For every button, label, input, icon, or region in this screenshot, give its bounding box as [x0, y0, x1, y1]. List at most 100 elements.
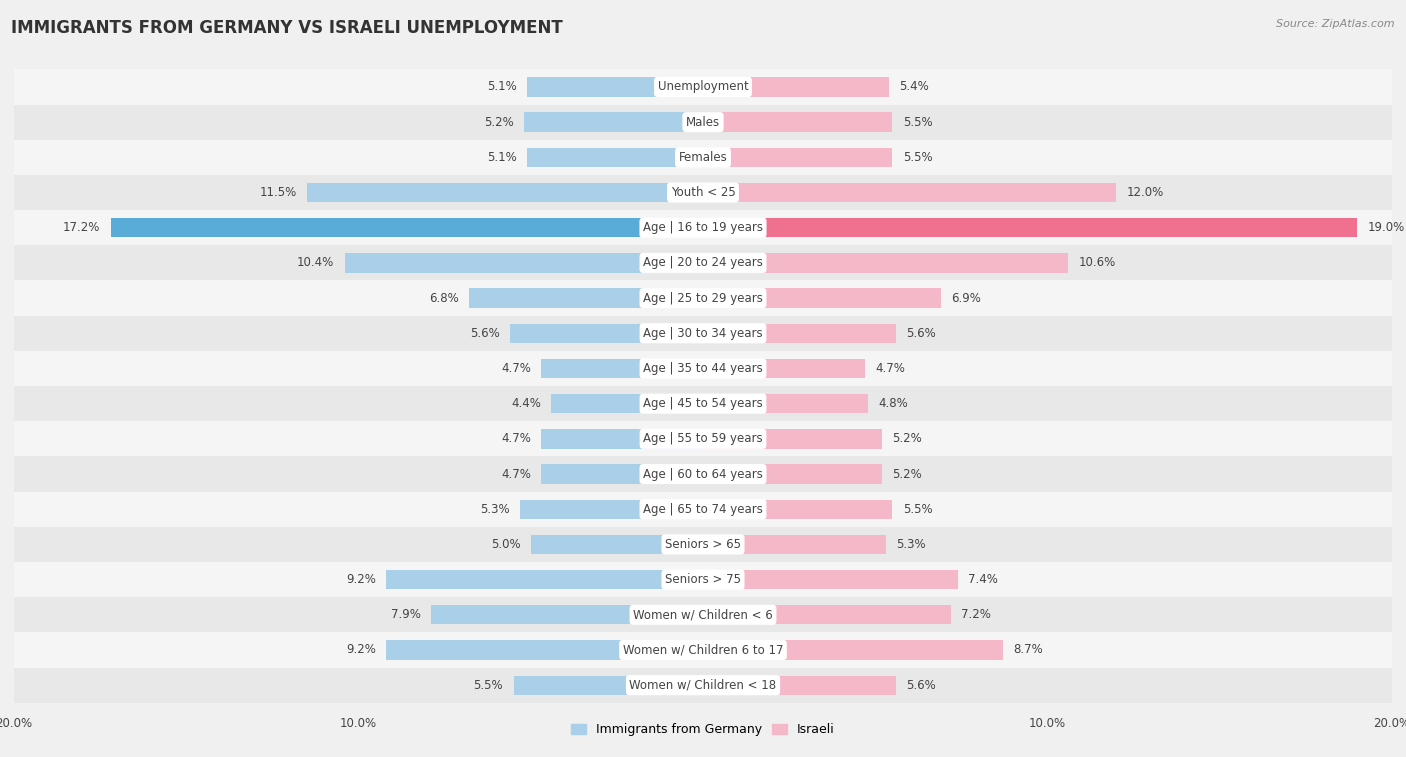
Bar: [703, 323, 896, 343]
Bar: [524, 113, 703, 132]
Bar: [14, 104, 1392, 140]
Bar: [307, 183, 703, 202]
Bar: [14, 421, 1392, 456]
Bar: [14, 386, 1392, 421]
Bar: [703, 464, 882, 484]
Text: Age | 20 to 24 years: Age | 20 to 24 years: [643, 257, 763, 269]
Text: 5.4%: 5.4%: [900, 80, 929, 93]
Text: 4.7%: 4.7%: [501, 432, 531, 445]
Text: Females: Females: [679, 151, 727, 164]
Bar: [14, 281, 1392, 316]
Bar: [14, 562, 1392, 597]
Text: 7.9%: 7.9%: [391, 609, 420, 621]
Bar: [14, 491, 1392, 527]
Bar: [703, 254, 1069, 273]
Text: 19.0%: 19.0%: [1368, 221, 1405, 234]
Text: 5.6%: 5.6%: [470, 327, 499, 340]
Text: 5.0%: 5.0%: [491, 538, 520, 551]
Text: 4.7%: 4.7%: [501, 468, 531, 481]
Text: 8.7%: 8.7%: [1012, 643, 1043, 656]
Bar: [703, 113, 893, 132]
Bar: [14, 316, 1392, 351]
Text: Age | 16 to 19 years: Age | 16 to 19 years: [643, 221, 763, 234]
Bar: [14, 351, 1392, 386]
Bar: [387, 640, 703, 659]
Text: Women w/ Children < 6: Women w/ Children < 6: [633, 609, 773, 621]
Bar: [703, 605, 950, 625]
Bar: [14, 140, 1392, 175]
Bar: [14, 175, 1392, 210]
Bar: [531, 534, 703, 554]
Bar: [527, 148, 703, 167]
Text: 4.7%: 4.7%: [875, 362, 905, 375]
Text: 17.2%: 17.2%: [63, 221, 100, 234]
Bar: [703, 394, 869, 413]
Text: 7.4%: 7.4%: [969, 573, 998, 586]
Text: Youth < 25: Youth < 25: [671, 186, 735, 199]
Bar: [703, 640, 1002, 659]
Text: 9.2%: 9.2%: [346, 643, 375, 656]
Text: 5.2%: 5.2%: [893, 468, 922, 481]
Text: Age | 65 to 74 years: Age | 65 to 74 years: [643, 503, 763, 516]
Bar: [510, 323, 703, 343]
Bar: [703, 534, 886, 554]
Text: 5.1%: 5.1%: [488, 80, 517, 93]
Bar: [468, 288, 703, 308]
Text: Source: ZipAtlas.com: Source: ZipAtlas.com: [1277, 19, 1395, 29]
Bar: [14, 245, 1392, 281]
Text: 5.6%: 5.6%: [907, 679, 936, 692]
Text: 12.0%: 12.0%: [1126, 186, 1164, 199]
Text: 6.9%: 6.9%: [950, 291, 981, 304]
Text: 5.3%: 5.3%: [896, 538, 925, 551]
Bar: [703, 675, 896, 695]
Bar: [541, 429, 703, 449]
Bar: [527, 77, 703, 97]
Text: Age | 60 to 64 years: Age | 60 to 64 years: [643, 468, 763, 481]
Text: 6.8%: 6.8%: [429, 291, 458, 304]
Text: IMMIGRANTS FROM GERMANY VS ISRAELI UNEMPLOYMENT: IMMIGRANTS FROM GERMANY VS ISRAELI UNEMP…: [11, 19, 562, 37]
Bar: [703, 359, 865, 378]
Bar: [14, 527, 1392, 562]
Text: 5.5%: 5.5%: [903, 116, 932, 129]
Bar: [541, 359, 703, 378]
Bar: [430, 605, 703, 625]
Bar: [14, 70, 1392, 104]
Text: 5.2%: 5.2%: [484, 116, 513, 129]
Bar: [14, 210, 1392, 245]
Bar: [703, 148, 893, 167]
Text: 4.8%: 4.8%: [879, 397, 908, 410]
Bar: [703, 218, 1358, 238]
Text: 5.6%: 5.6%: [907, 327, 936, 340]
Bar: [14, 668, 1392, 702]
Text: 5.1%: 5.1%: [488, 151, 517, 164]
Bar: [111, 218, 703, 238]
Bar: [541, 464, 703, 484]
Bar: [703, 500, 893, 519]
Bar: [703, 288, 941, 308]
Text: 4.7%: 4.7%: [501, 362, 531, 375]
Text: 7.2%: 7.2%: [962, 609, 991, 621]
Text: 11.5%: 11.5%: [259, 186, 297, 199]
Bar: [344, 254, 703, 273]
Text: Age | 35 to 44 years: Age | 35 to 44 years: [643, 362, 763, 375]
Bar: [513, 675, 703, 695]
Bar: [703, 77, 889, 97]
Text: Age | 55 to 59 years: Age | 55 to 59 years: [643, 432, 763, 445]
Text: Women w/ Children < 18: Women w/ Children < 18: [630, 679, 776, 692]
Text: 5.5%: 5.5%: [474, 679, 503, 692]
Text: 10.6%: 10.6%: [1078, 257, 1116, 269]
Text: 5.5%: 5.5%: [903, 151, 932, 164]
Bar: [387, 570, 703, 589]
Bar: [14, 456, 1392, 491]
Text: Males: Males: [686, 116, 720, 129]
Text: Seniors > 65: Seniors > 65: [665, 538, 741, 551]
Bar: [551, 394, 703, 413]
Bar: [703, 183, 1116, 202]
Text: Age | 45 to 54 years: Age | 45 to 54 years: [643, 397, 763, 410]
Text: 4.4%: 4.4%: [512, 397, 541, 410]
Bar: [703, 570, 957, 589]
Bar: [14, 632, 1392, 668]
Text: Age | 25 to 29 years: Age | 25 to 29 years: [643, 291, 763, 304]
Bar: [703, 429, 882, 449]
Text: Women w/ Children 6 to 17: Women w/ Children 6 to 17: [623, 643, 783, 656]
